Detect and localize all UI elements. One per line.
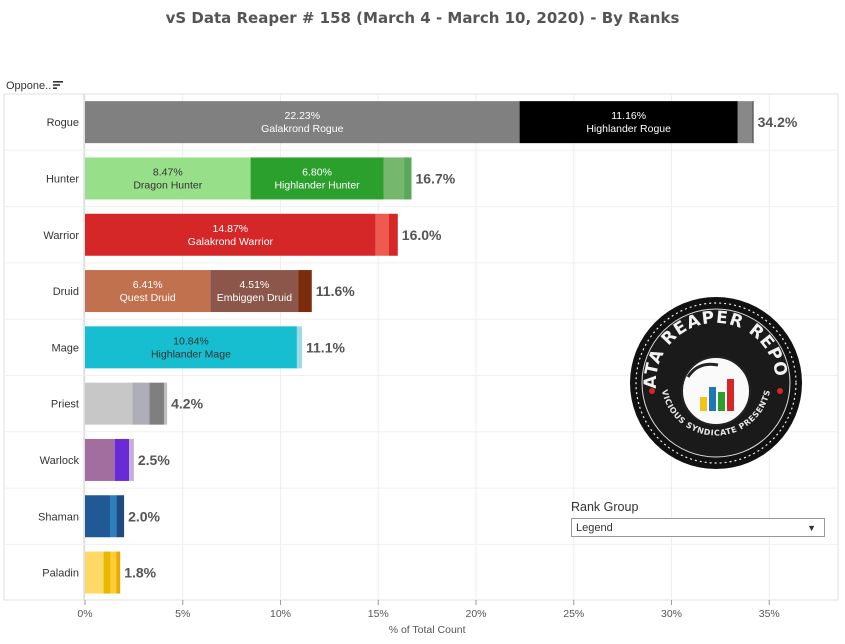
segment-name-label: Embiggen Druid: [217, 292, 292, 304]
row-label-hunter: Hunter: [46, 173, 79, 185]
bar-total-label: 2.0%: [128, 508, 160, 524]
row-label-priest: Priest: [51, 399, 79, 411]
bar-total-label: 1.8%: [124, 565, 156, 581]
x-tick-label: 10%: [270, 608, 291, 620]
bar-segment[interactable]: [85, 270, 211, 313]
bar-segment[interactable]: [85, 438, 115, 481]
bar-segment[interactable]: [85, 213, 376, 256]
bar-segment[interactable]: [85, 551, 104, 594]
bar-segment[interactable]: [85, 157, 251, 200]
bar-segment[interactable]: [132, 382, 150, 425]
segment-percent-label: 4.51%: [240, 279, 270, 291]
segment-percent-label: 14.87%: [213, 223, 249, 235]
bar-segment[interactable]: [85, 326, 297, 369]
bar-total-label: 34.2%: [758, 114, 798, 130]
bar-segment[interactable]: [519, 101, 738, 144]
bar-total-label: 11.1%: [306, 339, 345, 355]
bar-segment[interactable]: [404, 157, 412, 200]
x-tick-label: 25%: [563, 608, 584, 620]
row-label-mage: Mage: [51, 342, 79, 354]
segment-percent-label: 6.41%: [133, 279, 163, 291]
bar-segment[interactable]: [210, 270, 299, 313]
x-tick-label: 0%: [77, 608, 92, 620]
x-tick-label: 30%: [661, 608, 682, 620]
bar-segment[interactable]: [149, 382, 165, 425]
bar-segment[interactable]: [250, 157, 384, 200]
bar-segment[interactable]: [110, 495, 117, 538]
rank-group-dropdown[interactable]: Legend ▼: [571, 518, 825, 537]
bar-segment[interactable]: [85, 101, 520, 144]
bar-segment[interactable]: [752, 101, 754, 144]
bar-segment[interactable]: [389, 213, 398, 256]
x-tick-label: 20%: [465, 608, 486, 620]
segment-percent-label: 22.23%: [284, 110, 320, 122]
data-reaper-report-logo: DATA REAPER REPORT VICIOUS SYNDICATE PRE…: [628, 295, 802, 469]
bar-segment[interactable]: [296, 326, 303, 369]
bar-segment[interactable]: [375, 213, 390, 256]
x-tick-label: 15%: [368, 608, 389, 620]
bar-total-label: 2.5%: [138, 452, 170, 468]
segment-percent-label: 10.84%: [173, 335, 209, 347]
rank-group-filter: Rank Group Legend ▼: [571, 500, 827, 537]
row-label-warrior: Warrior: [43, 230, 79, 242]
segment-name-label: Highlander Hunter: [274, 179, 360, 191]
rank-group-title: Rank Group: [571, 500, 639, 514]
segment-name-label: Highlander Mage: [151, 348, 231, 360]
bar-segment[interactable]: [383, 157, 405, 200]
row-label-druid: Druid: [53, 286, 79, 298]
segment-percent-label: 6.80%: [302, 166, 332, 178]
bar-total-label: 4.2%: [171, 396, 203, 412]
row-label-warlock: Warlock: [40, 455, 80, 467]
segment-name-label: Quest Druid: [120, 292, 176, 304]
x-axis-title: % of Total Count: [389, 624, 466, 636]
bar-segment[interactable]: [116, 495, 125, 538]
bar-total-label: 16.7%: [415, 170, 455, 186]
segment-percent-label: 8.47%: [153, 166, 183, 178]
segment-name-label: Dragon Hunter: [133, 179, 202, 191]
row-label-paladin: Paladin: [42, 568, 79, 580]
rank-group-selected-value: Legend: [576, 522, 613, 534]
bar-segment[interactable]: [298, 270, 312, 313]
bar-total-label: 16.0%: [402, 227, 442, 243]
sort-descending-icon[interactable]: [52, 79, 64, 91]
dropdown-caret-icon[interactable]: ▼: [807, 523, 816, 533]
bar-segment[interactable]: [737, 101, 753, 144]
bar-segment[interactable]: [85, 382, 133, 425]
row-label-rogue: Rogue: [47, 117, 79, 129]
segment-name-label: Highlander Rogue: [586, 123, 671, 135]
bar-segment[interactable]: [116, 551, 121, 594]
segment-name-label: Galakrond Warrior: [188, 236, 274, 248]
segment-name-label: Galakrond Rogue: [261, 123, 343, 135]
x-tick-label: 35%: [759, 608, 780, 620]
opponent-column-header[interactable]: Oppone..: [6, 80, 52, 92]
row-label-shaman: Shaman: [38, 511, 79, 523]
bar-segment[interactable]: [114, 438, 130, 481]
bar-segment[interactable]: [164, 382, 168, 425]
bar-total-label: 11.6%: [316, 283, 355, 299]
bar-segment[interactable]: [103, 551, 111, 594]
x-tick-label: 5%: [175, 608, 190, 620]
plot-frame: [3, 93, 839, 601]
chart-title: vS Data Reaper # 158 (March 4 - March 10…: [165, 9, 680, 27]
bar-segment[interactable]: [85, 495, 111, 538]
segment-percent-label: 11.16%: [611, 110, 646, 122]
bar-segment[interactable]: [110, 551, 117, 594]
bar-segment[interactable]: [129, 438, 134, 481]
